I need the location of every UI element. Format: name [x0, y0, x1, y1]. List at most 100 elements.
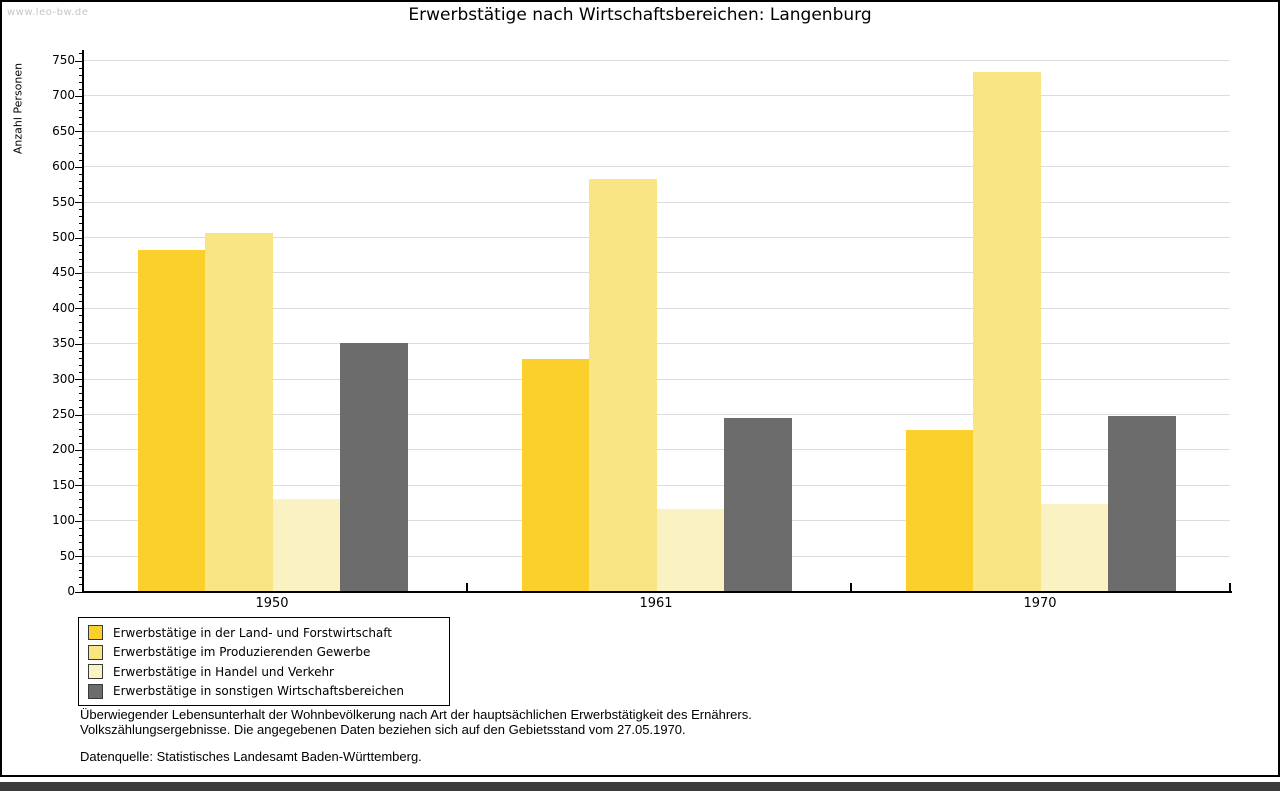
y-gridline: [83, 343, 1230, 345]
y-tick-major: [75, 95, 83, 97]
y-tick-minor: [79, 499, 83, 501]
y-tick-label: 150: [52, 477, 75, 492]
y-tick-minor: [79, 279, 83, 281]
y-tick-label: 700: [52, 88, 75, 103]
y-tick-major: [75, 556, 83, 558]
y-tick-major: [75, 591, 83, 593]
y-tick-minor: [79, 53, 83, 55]
y-axis-title: Anzahl Personen: [11, 62, 25, 155]
bar-1950-series-4: [340, 342, 408, 592]
y-tick-minor: [79, 138, 83, 140]
y-tick-minor: [79, 357, 83, 359]
watermark: www.leo-bw.de: [7, 7, 89, 18]
y-tick-minor: [79, 577, 83, 579]
y-gridline: [83, 414, 1230, 415]
bar-1961-series-4: [724, 418, 792, 592]
legend-label: Erwerbstätige in der Land- und Forstwirt…: [113, 625, 392, 640]
x-tick-label: 1961: [639, 595, 673, 611]
bottom-border-bar: [0, 782, 1280, 791]
y-tick-minor: [79, 350, 83, 352]
y-tick-minor: [79, 407, 83, 409]
legend-item-1: Erwerbstätige in der Land- und Forstwirt…: [79, 623, 449, 643]
y-tick-label: 450: [52, 265, 75, 280]
y-tick-minor: [79, 173, 83, 175]
y-tick-minor: [79, 534, 83, 536]
y-tick-major: [75, 202, 83, 204]
y-tick-label: 100: [52, 513, 75, 528]
y-gridline: [83, 307, 1230, 309]
y-tick-label: 200: [52, 442, 75, 457]
y-tick-minor: [79, 329, 83, 331]
y-gridline: [83, 201, 1230, 203]
y-tick-major: [75, 414, 83, 416]
y-tick-label: 550: [52, 194, 75, 209]
x-boundary-tick: [466, 583, 468, 591]
bar-1950-series-3: [272, 498, 340, 592]
legend-box: Erwerbstätige in der Land- und Forstwirt…: [78, 617, 450, 706]
y-tick-minor: [79, 372, 83, 374]
bar-1950-series-2: [205, 232, 273, 592]
y-tick-minor: [79, 180, 83, 182]
y-tick-minor: [79, 442, 83, 444]
y-gridline: [83, 449, 1230, 451]
legend-label: Erwerbstätige in sonstigen Wirtschaftsbe…: [113, 684, 405, 699]
y-tick-major: [75, 60, 83, 62]
bar-1970-series-2: [973, 71, 1041, 592]
legend-swatch-icon: [88, 625, 103, 641]
y-tick-label: 650: [52, 123, 75, 138]
legend-label: Erwerbstätige im Produzierenden Gewerbe: [113, 645, 371, 660]
y-tick-minor: [79, 209, 83, 211]
y-tick-minor: [79, 195, 83, 197]
y-tick-minor: [79, 527, 83, 529]
y-tick-minor: [79, 81, 83, 83]
y-tick-minor: [79, 322, 83, 324]
y-tick-minor: [79, 364, 83, 366]
x-boundary-tick: [850, 583, 852, 591]
legend-swatch-icon: [88, 644, 103, 660]
y-tick-major: [75, 343, 83, 345]
legend-item-3: Erwerbstätige in Handel und Verkehr: [79, 662, 449, 682]
y-tick-minor: [79, 541, 83, 543]
y-tick-major: [75, 237, 83, 239]
y-tick-minor: [79, 152, 83, 154]
y-tick-minor: [79, 251, 83, 253]
y-tick-label: 750: [52, 53, 75, 67]
y-tick-minor: [79, 258, 83, 260]
y-tick-label: 500: [52, 230, 75, 244]
legend-item-2: Erwerbstätige im Produzierenden Gewerbe: [79, 643, 449, 663]
y-tick-minor: [79, 216, 83, 218]
y-tick-minor: [79, 159, 83, 161]
y-tick-minor: [79, 478, 83, 480]
y-tick-minor: [79, 563, 83, 565]
bar-1970-series-1: [905, 430, 973, 592]
bar-1950-series-1: [137, 249, 205, 592]
y-tick-minor: [79, 187, 83, 189]
y-tick-minor: [79, 336, 83, 338]
y-tick-minor: [79, 88, 83, 90]
y-tick-minor: [79, 435, 83, 437]
y-tick-minor: [79, 456, 83, 458]
y-tick-minor: [79, 386, 83, 388]
y-tick-minor: [79, 506, 83, 508]
footer-line-2: Volkszählungsergebnisse. Die angegebenen…: [80, 721, 686, 737]
legend-item-4: Erwerbstätige in sonstigen Wirtschaftsbe…: [79, 682, 449, 702]
y-axis-line: [81, 50, 84, 593]
y-tick-label: 50: [59, 548, 75, 563]
y-tick-minor: [79, 464, 83, 466]
y-gridline: [83, 484, 1230, 486]
y-tick-label: 300: [52, 371, 75, 386]
x-tick-label: 1970: [1023, 595, 1057, 611]
y-tick-major: [75, 272, 83, 274]
y-tick-major: [75, 166, 83, 168]
y-tick-label: 400: [52, 300, 75, 315]
bar-1970-series-4: [1108, 415, 1176, 592]
y-tick-minor: [79, 549, 83, 551]
y-tick-minor: [79, 102, 83, 104]
y-tick-major: [75, 449, 83, 451]
y-tick-minor: [79, 230, 83, 232]
y-tick-minor: [79, 570, 83, 572]
y-tick-minor: [79, 124, 83, 126]
y-tick-major: [75, 308, 83, 310]
y-tick-label: 0: [67, 584, 75, 598]
